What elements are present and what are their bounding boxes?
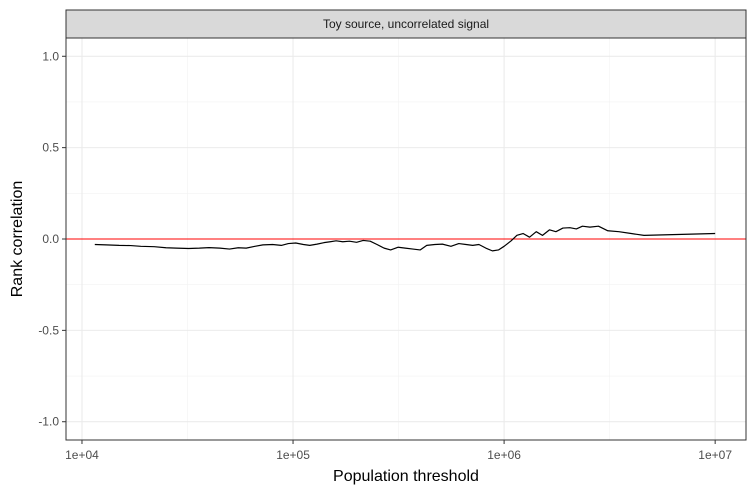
x-axis: 1e+04 1e+05 1e+06 1e+07	[65, 440, 732, 462]
x-tick-label: 1e+07	[698, 448, 732, 462]
y-axis: -1.0 -0.5 0.0 0.5 1.0	[38, 49, 66, 429]
facet-strip-background	[65, 9, 747, 39]
y-tick-label: -0.5	[38, 323, 59, 337]
y-tick-label: 0.5	[42, 141, 59, 155]
facet-title: Toy source, uncorrelated signal	[323, 17, 489, 31]
series-line-0	[94, 225, 716, 252]
y-tick-label: 0.0	[42, 232, 59, 246]
x-axis-title: Population threshold	[333, 468, 479, 485]
x-tick-label: 1e+05	[276, 448, 310, 462]
x-tick-label: 1e+06	[487, 448, 521, 462]
y-tick-label: -1.0	[38, 415, 59, 429]
x-tick-label: 1e+04	[65, 448, 99, 462]
facet-strip: Toy source, uncorrelated signal	[65, 9, 747, 39]
series-layer	[94, 225, 716, 252]
y-tick-label: 1.0	[42, 49, 59, 63]
grid-minor	[66, 38, 746, 440]
y-axis-title: Rank correlation	[9, 181, 26, 298]
